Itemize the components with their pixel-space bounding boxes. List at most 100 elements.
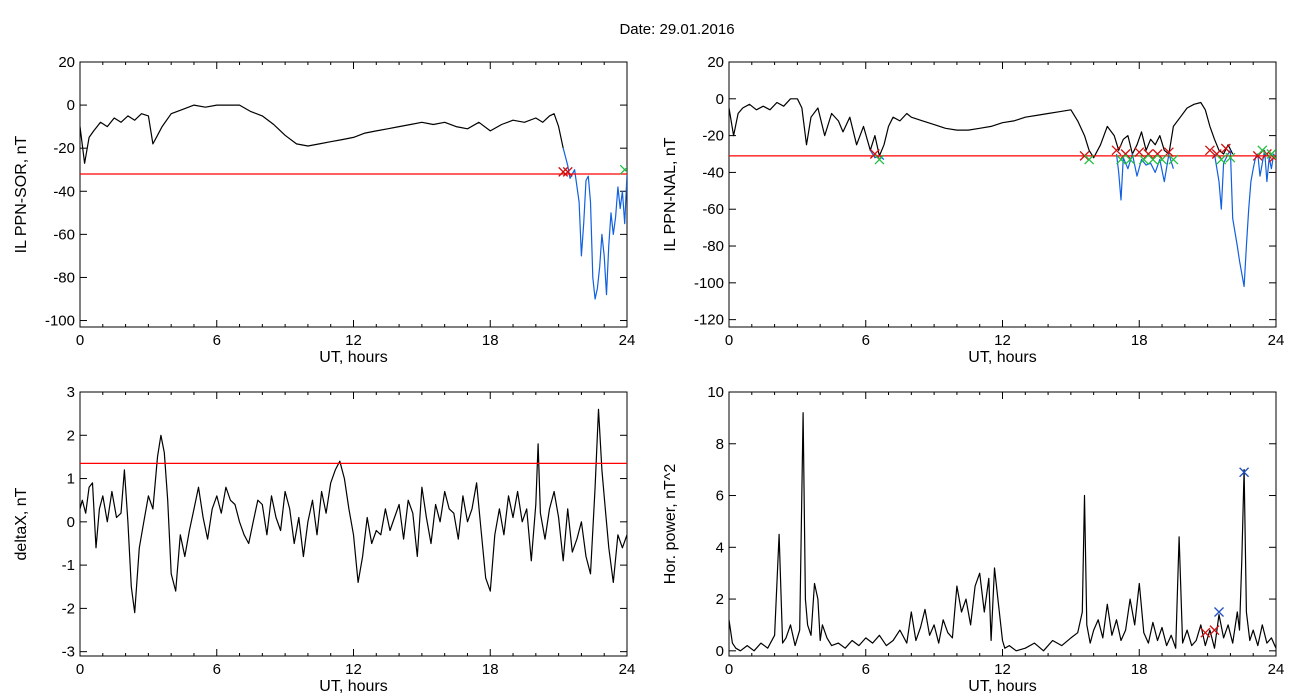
marker-red-nal: [1111, 145, 1122, 156]
plot-frame-sor: [79, 61, 628, 328]
marker-red-sor: [558, 166, 569, 177]
marker-red-nal: [1152, 149, 1163, 159]
marker-red-nal: [869, 149, 880, 159]
y-tick-label: -20: [702, 128, 724, 145]
marker-red-power: [1200, 627, 1211, 638]
chart-panel-deltax: 0 6 12 18 24 3 2 1 0 -1 -2 -3 UT, hours deltaX, nT: [13, 384, 635, 695]
x-tick-label: 6: [862, 661, 870, 678]
marker-green-sor: [619, 164, 627, 175]
chart-panel-nal: 0 6 12 18 24 20 0 -20 -40 -60 -80 -100 -120 UT, hours…: [662, 54, 1284, 366]
marker-green-nal: [1266, 149, 1276, 159]
y-tick-label: -80: [702, 238, 724, 255]
plot-area-nal: [729, 98, 1276, 288]
x-tick-label: 0: [725, 332, 733, 349]
x-axis-title: UT, hours: [968, 678, 1036, 695]
x-tick-label: 18: [482, 661, 499, 678]
y-tick-label: 6: [716, 488, 724, 505]
marker-green-nal: [1138, 154, 1149, 165]
series-line-nal-3: [1213, 149, 1276, 288]
y-tick-label: 10: [707, 384, 724, 401]
x-tick-label: 12: [345, 661, 362, 678]
marker-red-nal: [1134, 147, 1145, 158]
marker-green-nal: [874, 154, 885, 165]
x-tick-label: 24: [1268, 332, 1285, 349]
plot-area-power: [729, 412, 1276, 652]
y-tick-label: 8: [716, 436, 724, 453]
y-tick-label: 2: [716, 591, 724, 608]
plot-frame-deltax: [79, 391, 628, 657]
y-axis-title: IL PPN-NAL, nT: [662, 137, 679, 251]
marker-green-nal: [1084, 154, 1095, 165]
x-tick-label: 6: [862, 332, 870, 349]
x-tick-label: 24: [619, 661, 636, 678]
x-axis-title: UT, hours: [968, 349, 1036, 366]
x-axis-title: UT, hours: [319, 349, 387, 366]
x-tick-label: 0: [76, 661, 84, 678]
series-line-nal-0: [729, 98, 1234, 159]
y-tick-label: 1: [67, 471, 75, 488]
series-line-nal-2: [1115, 153, 1174, 201]
x-tick-label: 12: [345, 332, 362, 349]
x-tick-label: 12: [994, 332, 1011, 349]
y-tick-label: -80: [53, 269, 75, 286]
y-tick-label: -60: [53, 226, 75, 243]
y-tick-label: -40: [702, 164, 724, 181]
series-line-power-0: [729, 412, 1276, 652]
plot-frame-nal: [728, 61, 1277, 328]
x-tick-label: 6: [213, 332, 221, 349]
plot-area-deltax: [80, 408, 627, 614]
y-tick-label: -120: [694, 312, 724, 329]
y-tick-label: 4: [716, 539, 724, 556]
marker-red-nal: [1211, 149, 1222, 159]
y-tick-label: -20: [53, 140, 75, 157]
marker-green-nal: [1157, 154, 1167, 165]
y-tick-label: 20: [707, 54, 724, 71]
marker-blue-power: [1239, 467, 1250, 478]
marker-red-nal: [1143, 149, 1154, 159]
x-axis-title: UT, hours: [319, 678, 387, 695]
marker-green-nal: [1147, 154, 1158, 165]
marker-green-nal: [1116, 154, 1126, 165]
series-line-sor-0: [80, 104, 564, 164]
y-axis-title: Hor. power, nT^2: [662, 464, 679, 585]
marker-green-nal: [1257, 145, 1268, 156]
x-tick-label: 6: [213, 661, 221, 678]
marker-red-nal: [1120, 149, 1131, 159]
chart-panel-sor: 0 6 12 18 24 20 0 -20 -40 -60 -80 -100 UT, hours IL P…: [13, 54, 635, 366]
marker-green-nal: [1225, 152, 1236, 163]
y-tick-label: -1: [62, 557, 75, 574]
x-tick-label: 0: [76, 332, 84, 349]
y-tick-label: 20: [58, 54, 75, 71]
x-tick-label: 0: [725, 661, 733, 678]
marker-red-nal: [1252, 150, 1263, 161]
x-tick-label: 12: [994, 661, 1011, 678]
y-axis-title: deltaX, nT: [13, 487, 30, 560]
marker-red-nal: [1204, 145, 1215, 156]
y-axis-title: IL PPN-SOR, nT: [13, 135, 30, 253]
y-tick-label: 0: [716, 643, 724, 660]
y-tick-label: -3: [62, 644, 75, 661]
y-tick-label: 0: [67, 97, 75, 114]
y-tick-label: 3: [67, 384, 75, 401]
series-line-sor-1: [562, 148, 627, 300]
marker-green-nal: [1168, 154, 1179, 165]
marker-green-nal: [1125, 154, 1136, 165]
marker-blue-power: [1214, 607, 1224, 617]
y-tick-label: 0: [67, 514, 75, 531]
x-tick-label: 18: [1131, 332, 1148, 349]
series-line-deltax-0: [80, 408, 627, 614]
marker-red-nal: [1220, 143, 1231, 154]
x-tick-label: 18: [482, 332, 499, 349]
plot-area-sor: [80, 104, 627, 300]
x-tick-label: 24: [619, 332, 636, 349]
figure-title: Date: 29.01.2016: [619, 21, 734, 38]
y-tick-label: -100: [694, 275, 724, 292]
y-tick-label: 2: [67, 427, 75, 444]
y-tick-label: 0: [716, 91, 724, 108]
x-tick-label: 18: [1131, 661, 1148, 678]
y-tick-label: -2: [62, 600, 75, 617]
marker-red-sor: [562, 166, 573, 177]
plot-frame-power: [728, 391, 1277, 657]
x-tick-label: 24: [1268, 661, 1285, 678]
